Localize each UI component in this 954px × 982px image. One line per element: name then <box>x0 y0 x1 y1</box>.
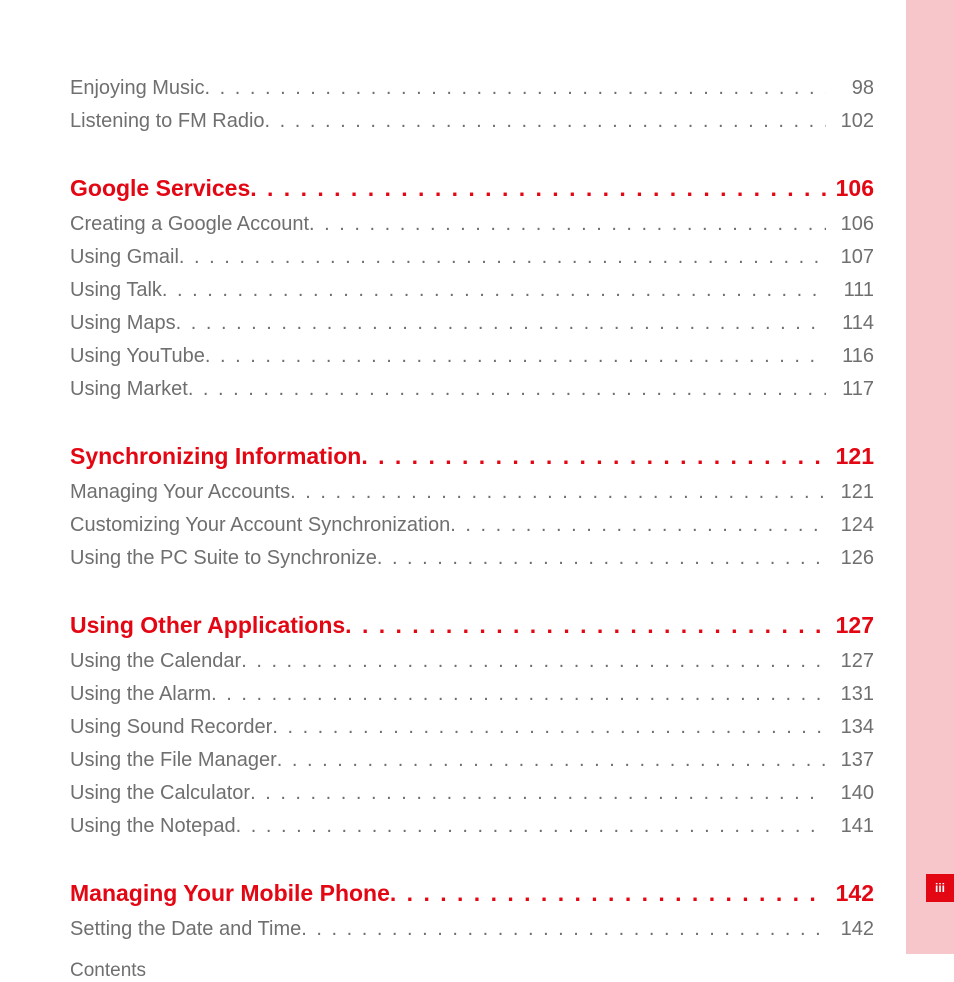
toc-heading-page: 142 <box>826 875 874 913</box>
toc-heading[interactable]: Synchronizing Information 121 <box>70 438 874 476</box>
toc-entry[interactable]: Using the PC Suite to Synchronize 126 <box>70 542 874 575</box>
toc-heading-page: 106 <box>826 170 874 208</box>
page-number-label: iii <box>935 881 945 895</box>
toc-leader-dots <box>361 438 826 476</box>
toc-section: Managing Your Mobile Phone 142 Setting t… <box>70 875 874 946</box>
toc-section: Google Services 106 Creating a Google Ac… <box>70 170 874 406</box>
toc-entry-page: 116 <box>826 340 874 373</box>
toc-entry-page: 107 <box>826 241 874 274</box>
toc-leader-dots <box>377 542 826 575</box>
toc-entry-label: Using YouTube <box>70 340 205 373</box>
toc-entry-page: 121 <box>826 476 874 509</box>
toc-leader-dots <box>309 208 826 241</box>
toc-leader-dots <box>290 476 826 509</box>
toc-heading-page: 121 <box>826 438 874 476</box>
toc-entry-label: Customizing Your Account Synchronization <box>70 509 450 542</box>
toc-entry-label: Using Maps <box>70 307 176 340</box>
toc-entry-label: Using Talk <box>70 274 162 307</box>
toc-leader-dots <box>390 875 826 913</box>
toc-entry[interactable]: Using Maps 114 <box>70 307 874 340</box>
toc-leader-dots <box>205 340 826 373</box>
toc-entry-page: 98 <box>826 72 874 105</box>
toc-leader-dots <box>176 307 826 340</box>
toc-entry-label: Enjoying Music <box>70 72 205 105</box>
toc-entry[interactable]: Using Sound Recorder 134 <box>70 711 874 744</box>
toc-entry[interactable]: Using Gmail 107 <box>70 241 874 274</box>
toc-leader-dots <box>250 170 826 208</box>
toc-entry-page: 114 <box>826 307 874 340</box>
footer-contents-label: Contents <box>70 960 874 982</box>
toc-leader-dots <box>162 274 826 307</box>
toc-section: Enjoying Music 98 Listening to FM Radio … <box>70 72 874 138</box>
toc-leader-dots <box>450 509 826 542</box>
toc-entry-page: 141 <box>826 810 874 843</box>
toc-section: Using Other Applications 127 Using the C… <box>70 607 874 843</box>
toc-entry-label: Creating a Google Account <box>70 208 309 241</box>
toc-entry-label: Using the Notepad <box>70 810 236 843</box>
toc-entry-page: 111 <box>826 274 874 307</box>
toc-entry[interactable]: Using the Calendar 127 <box>70 645 874 678</box>
toc-entry-label: Listening to FM Radio <box>70 105 265 138</box>
toc-entry[interactable]: Using the Alarm 131 <box>70 678 874 711</box>
toc-heading[interactable]: Google Services 106 <box>70 170 874 208</box>
toc-leader-dots <box>345 607 826 645</box>
toc-heading-label: Synchronizing Information <box>70 438 361 476</box>
page-number-tab: iii <box>926 874 954 902</box>
side-accent-bar <box>906 0 954 954</box>
toc-entry[interactable]: Customizing Your Account Synchronization… <box>70 509 874 542</box>
toc-entry[interactable]: Creating a Google Account 106 <box>70 208 874 241</box>
toc-heading-label: Google Services <box>70 170 250 208</box>
toc-entry-label: Setting the Date and Time <box>70 913 301 946</box>
toc-leader-dots <box>277 744 826 777</box>
toc-entry[interactable]: Using the Calculator 140 <box>70 777 874 810</box>
toc-entry-page: 142 <box>826 913 874 946</box>
toc-entry[interactable]: Using Talk 111 <box>70 274 874 307</box>
toc-entry-page: 137 <box>826 744 874 777</box>
toc-heading-label: Managing Your Mobile Phone <box>70 875 390 913</box>
toc-entry[interactable]: Using the Notepad 141 <box>70 810 874 843</box>
toc-entry-page: 106 <box>826 208 874 241</box>
toc-entry[interactable]: Using Market 117 <box>70 373 874 406</box>
toc-entry-page: 134 <box>826 711 874 744</box>
toc-entry-label: Using the Alarm <box>70 678 211 711</box>
contents-page: Enjoying Music 98 Listening to FM Radio … <box>70 72 874 914</box>
toc-leader-dots <box>179 241 826 274</box>
toc-entry[interactable]: Using the File Manager 137 <box>70 744 874 777</box>
toc-leader-dots <box>301 913 826 946</box>
toc-leader-dots <box>265 105 826 138</box>
toc-heading-label: Using Other Applications <box>70 607 345 645</box>
toc-entry[interactable]: Listening to FM Radio 102 <box>70 105 874 138</box>
toc-leader-dots <box>211 678 826 711</box>
toc-entry-label: Using Sound Recorder <box>70 711 272 744</box>
toc-entry-page: 126 <box>826 542 874 575</box>
toc-leader-dots <box>272 711 826 744</box>
toc-entry-page: 102 <box>826 105 874 138</box>
toc-entry-label: Using the File Manager <box>70 744 277 777</box>
toc-entry-label: Using the Calendar <box>70 645 241 678</box>
toc-entry-page: 127 <box>826 645 874 678</box>
toc-heading[interactable]: Using Other Applications 127 <box>70 607 874 645</box>
toc-entry-page: 131 <box>826 678 874 711</box>
toc-entry[interactable]: Managing Your Accounts 121 <box>70 476 874 509</box>
toc-entry-page: 124 <box>826 509 874 542</box>
toc-section: Synchronizing Information 121 Managing Y… <box>70 438 874 575</box>
toc-entry-page: 117 <box>826 373 874 406</box>
toc-entry-label: Using Market <box>70 373 188 406</box>
toc-entry[interactable]: Setting the Date and Time 142 <box>70 913 874 946</box>
toc-leader-dots <box>205 72 826 105</box>
toc-entry-label: Using the Calculator <box>70 777 250 810</box>
toc-entry[interactable]: Enjoying Music 98 <box>70 72 874 105</box>
toc-entry-page: 140 <box>826 777 874 810</box>
toc-leader-dots <box>241 645 826 678</box>
toc-heading-page: 127 <box>826 607 874 645</box>
toc-entry[interactable]: Using YouTube 116 <box>70 340 874 373</box>
toc-heading[interactable]: Managing Your Mobile Phone 142 <box>70 875 874 913</box>
toc-leader-dots <box>236 810 826 843</box>
toc-leader-dots <box>250 777 826 810</box>
toc-leader-dots <box>188 373 826 406</box>
toc-entry-label: Managing Your Accounts <box>70 476 290 509</box>
toc-entry-label: Using Gmail <box>70 241 179 274</box>
toc-entry-label: Using the PC Suite to Synchronize <box>70 542 377 575</box>
